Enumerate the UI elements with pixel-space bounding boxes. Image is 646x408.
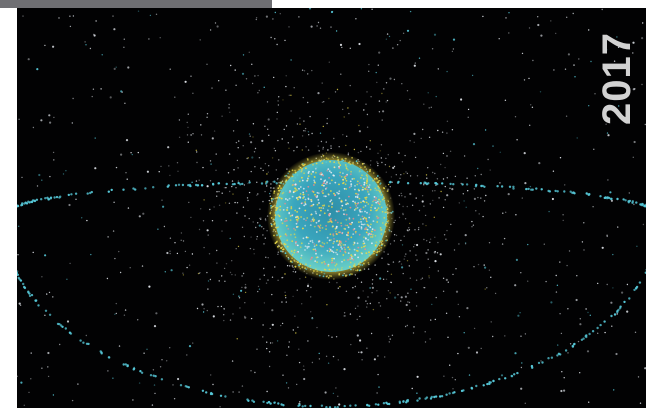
top-gray-strip	[0, 0, 272, 8]
earth-body	[275, 160, 387, 272]
earth-cluster	[267, 152, 395, 280]
left-margin	[0, 8, 17, 408]
space-debris-canvas	[17, 8, 646, 408]
low-orbit-debris	[269, 154, 394, 279]
year-label: 2017	[595, 32, 639, 125]
space-debris-scene: 2017	[17, 8, 646, 408]
geostationary-ring	[17, 180, 646, 408]
